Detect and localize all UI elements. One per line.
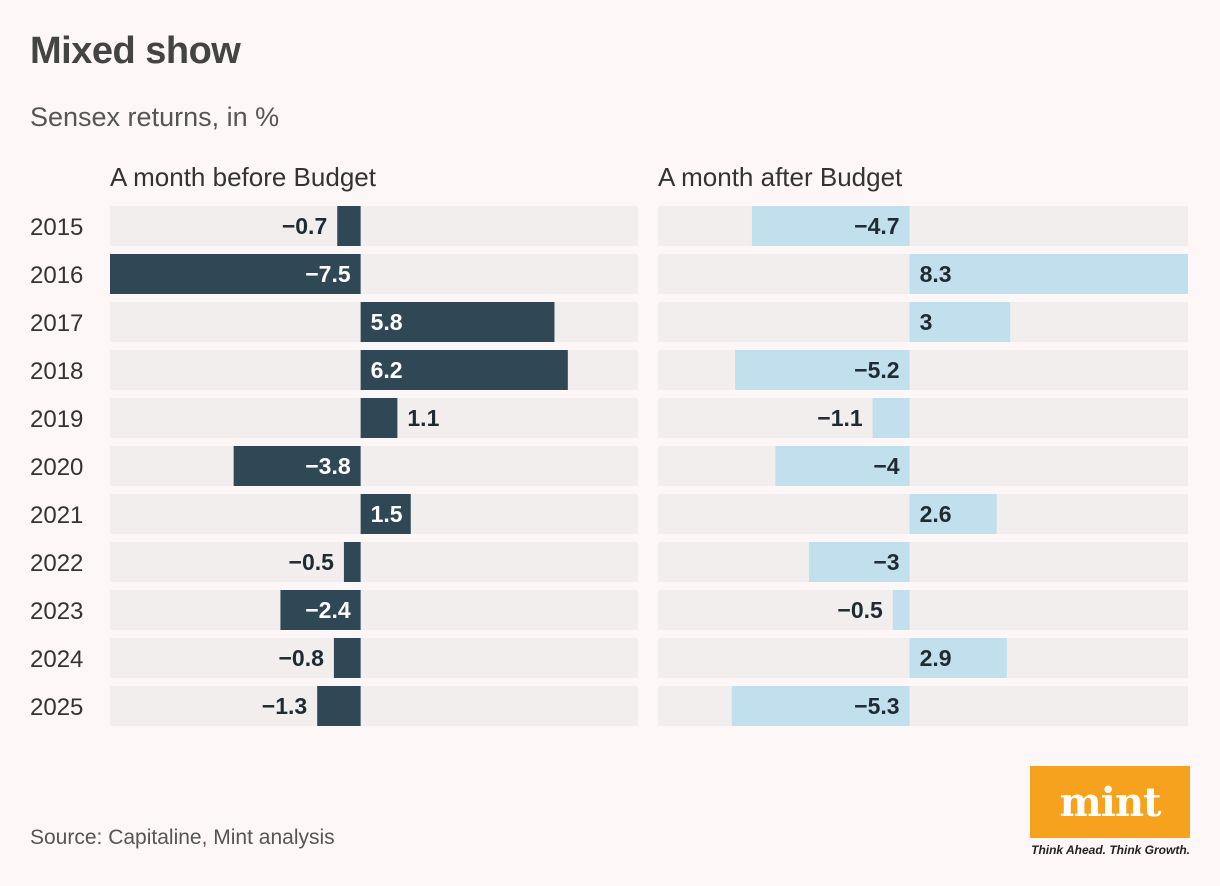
value-label-2-2023: −0.5 [837, 597, 883, 623]
bar-2-2024 [909, 638, 1007, 678]
year-label-2022: 2022 [30, 550, 83, 577]
value-label-1-2015: −0.7 [282, 213, 327, 239]
year-label-2023: 2023 [30, 598, 83, 625]
bar-2-2025 [731, 686, 910, 726]
bar-1-2025 [317, 686, 361, 726]
bar-1-2016 [110, 254, 361, 294]
bar-1-2024 [333, 638, 361, 678]
bar-1-2015 [337, 206, 361, 246]
chart-subtitle: Sensex returns, in % [30, 102, 280, 132]
bar-1-2019 [360, 398, 398, 438]
year-label-2019: 2019 [30, 406, 83, 433]
year-label-2016: 2016 [30, 262, 83, 289]
track-2-2015 [658, 206, 1188, 246]
logo-text: mint [1059, 778, 1161, 826]
track-2-2023 [658, 590, 1188, 630]
track-2-2022 [658, 542, 1188, 582]
bar-1-2022 [343, 542, 361, 582]
value-label-1-2018: 6.2 [371, 357, 403, 383]
value-label-1-2021: 1.5 [371, 501, 403, 527]
value-label-1-2024: −0.8 [278, 645, 324, 671]
bar-1-2021 [360, 494, 411, 534]
value-label-2-2025: −5.3 [854, 693, 899, 719]
value-label-1-2017: 5.8 [371, 309, 403, 335]
mint-logo: mint [1030, 766, 1190, 838]
track-1-2023 [110, 590, 638, 630]
value-label-2-2017: 3 [920, 309, 933, 335]
track-1-2024 [110, 638, 638, 678]
value-label-2-2019: −1.1 [817, 405, 863, 431]
panel-title-2: A month after Budget [658, 162, 903, 192]
bar-2-2020 [775, 446, 910, 486]
bar-2-2019 [872, 398, 910, 438]
track-1-2015 [110, 206, 638, 246]
track-1-2025 [110, 686, 638, 726]
logo-tagline: Think Ahead. Think Growth. [1031, 843, 1190, 857]
year-label-2015: 2015 [30, 214, 83, 241]
year-label-2024: 2024 [30, 646, 83, 673]
track-2-2019 [658, 398, 1188, 438]
value-label-1-2023: −2.4 [305, 597, 351, 623]
value-label-1-2025: −1.3 [262, 693, 307, 719]
bar-2-2023 [892, 590, 910, 630]
bar-2-2022 [808, 542, 910, 582]
value-label-1-2016: −7.5 [305, 261, 351, 287]
bar-2-2017 [909, 302, 1011, 342]
track-1-2020 [110, 446, 638, 486]
value-label-2-2024: 2.9 [920, 645, 952, 671]
value-label-2-2015: −4.7 [854, 213, 899, 239]
year-label-2025: 2025 [30, 694, 83, 721]
year-label-2017: 2017 [30, 310, 83, 337]
value-label-1-2020: −3.8 [305, 453, 351, 479]
bar-2-2016 [909, 254, 1188, 294]
bar-2-2021 [909, 494, 997, 534]
year-label-2020: 2020 [30, 454, 83, 481]
bar-2-2015 [751, 206, 910, 246]
track-2-2020 [658, 446, 1188, 486]
bar-1-2020 [233, 446, 361, 486]
source-note: Source: Capitaline, Mint analysis [30, 826, 335, 849]
bar-1-2023 [280, 590, 361, 630]
panel-title-1: A month before Budget [110, 162, 377, 192]
value-label-2-2018: −5.2 [854, 357, 899, 383]
value-label-2-2021: 2.6 [920, 501, 952, 527]
value-label-2-2020: −4 [873, 453, 899, 479]
value-label-1-2022: −0.5 [289, 549, 335, 575]
track-1-2022 [110, 542, 638, 582]
year-label-2018: 2018 [30, 358, 83, 385]
bar-2-2018 [735, 350, 910, 390]
bar-1-2017 [360, 302, 555, 342]
value-label-2-2022: −3 [873, 549, 899, 575]
bar-1-2018 [360, 350, 568, 390]
year-label-2021: 2021 [30, 502, 83, 529]
value-label-2-2016: 8.3 [920, 261, 952, 287]
value-label-1-2019: 1.1 [407, 405, 439, 431]
chart-title: Mixed show [30, 30, 241, 72]
